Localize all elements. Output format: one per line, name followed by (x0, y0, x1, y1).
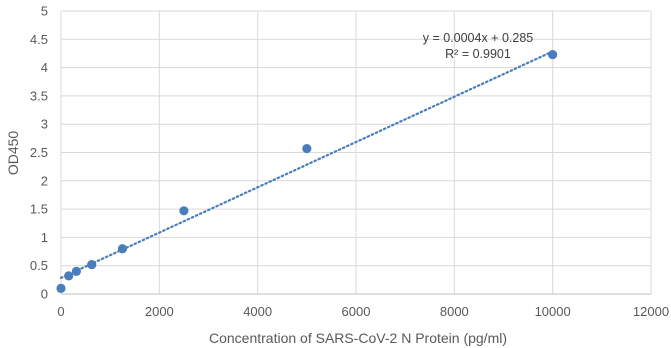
x-tick-label: 12000 (633, 304, 669, 319)
y-tick-label: 3 (41, 117, 48, 132)
y-tick-label: 0 (41, 287, 48, 302)
data-point (179, 206, 189, 216)
y-axis-title: OD450 (5, 131, 21, 176)
data-point (302, 143, 312, 154)
grid-lines (60, 10, 652, 295)
x-tick-label: 6000 (342, 304, 371, 319)
tick-labels: 0 0.5 1 1.5 2 2.5 3 3.5 4 4.5 5 0 2000 4000 6000 8000 10… (30, 4, 669, 320)
y-tick-label: 1 (41, 230, 48, 245)
data-point (117, 244, 128, 254)
y-tick-label: 2 (41, 173, 48, 188)
y-tick-label: 4 (41, 60, 48, 75)
x-tick-label: 10000 (535, 304, 571, 319)
y-tick-label: 1.5 (30, 202, 48, 217)
trendline (59, 50, 554, 279)
data-point (64, 271, 74, 281)
data-point (548, 49, 558, 60)
x-tick-label: 2000 (145, 304, 174, 319)
y-tick-label: 3.5 (30, 88, 48, 103)
y-tick-label: 2.5 (30, 145, 48, 160)
y-tick-label: 0.5 (30, 258, 48, 273)
r-squared-label: R² = 0.9901 (445, 47, 511, 61)
data-point (87, 259, 97, 270)
trendline-group (59, 50, 554, 279)
data-points (56, 49, 558, 293)
y-tick-label: 5 (41, 4, 48, 19)
x-tick-label: 8000 (440, 304, 469, 319)
x-tick-label: 4000 (243, 304, 272, 319)
data-point (56, 283, 66, 293)
x-tick-label: 0 (57, 304, 64, 319)
y-tick-label: 4.5 (30, 32, 48, 47)
x-axis-title: Concentration of SARS-CoV-2 N Protein (p… (209, 330, 507, 346)
trendline-equation: y = 0.0004x + 0.285 (423, 31, 534, 45)
data-point (71, 266, 81, 276)
